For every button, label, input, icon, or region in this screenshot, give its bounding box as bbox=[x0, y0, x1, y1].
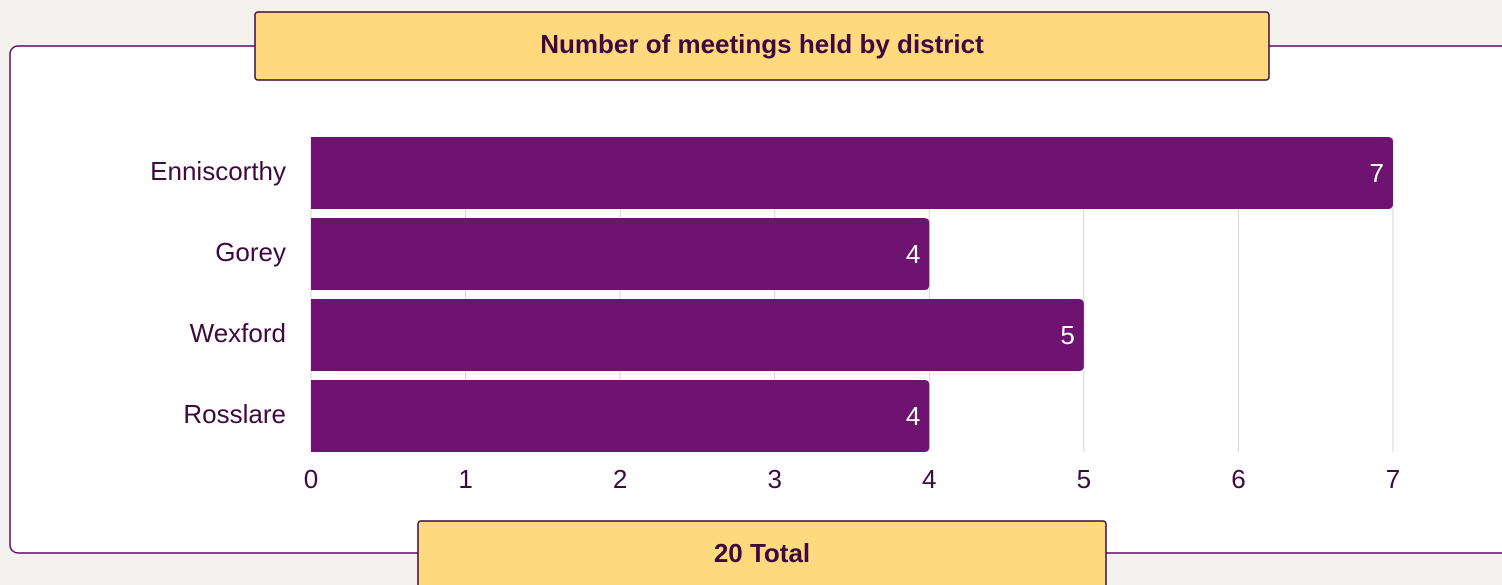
total: 20 Total bbox=[714, 538, 810, 568]
total-box bbox=[417, 520, 1107, 585]
x-tick-label: 6 bbox=[1231, 464, 1245, 494]
x-tick-label: 1 bbox=[458, 464, 472, 494]
bar bbox=[311, 380, 930, 452]
y-tick-label: Gorey bbox=[215, 237, 286, 267]
bar bbox=[311, 299, 1084, 371]
x-tick-label: 4 bbox=[922, 464, 936, 494]
plot: 0 1 2 3 4 5 6 7 Enniscorthy 7 Gorey 4 Wexford 5 Rossla… bbox=[150, 137, 1400, 494]
x-tick-label: 0 bbox=[304, 464, 318, 494]
x-tick-label: 7 bbox=[1386, 464, 1400, 494]
bar bbox=[311, 218, 930, 290]
bar bbox=[311, 137, 1393, 209]
x-tick-label: 5 bbox=[1077, 464, 1091, 494]
chart-title: Number of meetings held by district bbox=[540, 29, 984, 59]
y-tick-label: Wexford bbox=[190, 318, 286, 348]
data-label: 5 bbox=[1060, 320, 1074, 350]
y-tick-label: Enniscorthy bbox=[150, 156, 286, 186]
x-tick-label: 3 bbox=[767, 464, 781, 494]
title-box bbox=[254, 11, 1270, 81]
x-tick-label: 2 bbox=[613, 464, 627, 494]
data-label: 4 bbox=[906, 401, 920, 431]
data-label: 7 bbox=[1370, 158, 1384, 188]
data-label: 4 bbox=[906, 239, 920, 269]
y-tick-label: Rosslare bbox=[183, 399, 286, 429]
